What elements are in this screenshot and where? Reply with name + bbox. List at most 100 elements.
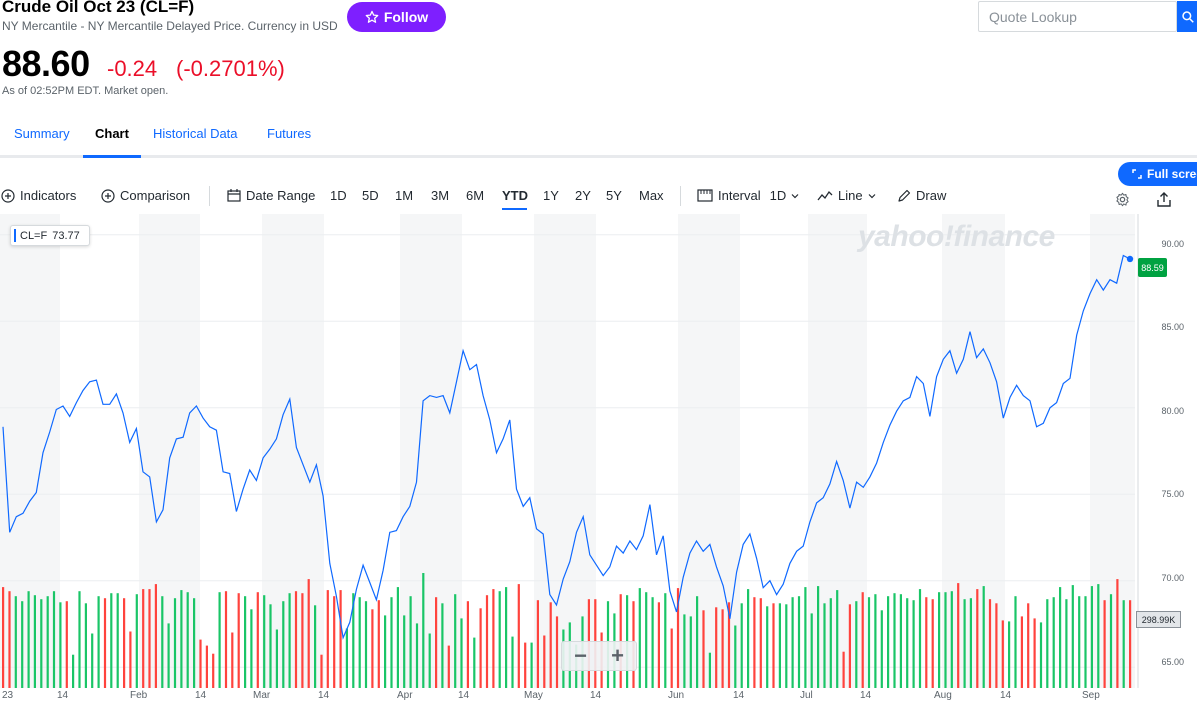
interval-button[interactable]: Interval 1D [697,188,799,203]
volume-bar [154,584,157,688]
month-band [534,214,596,688]
draw-button[interactable]: Draw [897,188,946,203]
volume-bar [78,591,81,688]
volume-bar [1084,596,1087,688]
volume-bar [65,601,68,688]
volume-bar [1059,587,1062,688]
volume-bar [224,591,228,688]
volume-bar [969,598,972,688]
comparison-button[interactable]: Comparison [101,188,190,203]
quote-lookup-input[interactable] [978,1,1177,32]
volume-bar [1116,579,1119,688]
tab-summary[interactable]: Summary [14,126,70,141]
x-tick-label: Apr [397,690,413,701]
tab-active-indicator [83,155,141,158]
volume-bar [708,652,711,688]
volume-bar [46,596,49,688]
follow-button[interactable]: Follow [347,2,446,32]
volume-bar [320,654,323,688]
tab-chart[interactable]: Chart [95,126,129,141]
volume-bar [301,593,304,688]
search-button[interactable] [1177,1,1197,32]
volume-bar [829,598,832,688]
series-label[interactable]: CL=F 73.77 [10,225,90,246]
range-ytd[interactable]: YTD [502,188,528,203]
volume-bar [294,591,298,688]
volume-bar [753,597,756,688]
series-color-bar [14,229,16,242]
volume-bar [734,625,737,688]
chart-type-button[interactable]: Line [817,188,876,203]
volume-bar [715,607,718,688]
volume-bar [696,596,699,688]
volume-bar [988,599,992,688]
volume-bar [288,593,291,688]
range-1d[interactable]: 1D [330,188,347,203]
volume-bar [142,589,145,688]
x-tick-label: May [524,690,543,701]
volume-bar [982,586,985,688]
volume-bar [855,601,858,688]
chevron-down-icon [868,193,876,198]
volume-bar [8,591,11,688]
range-1m[interactable]: 1M [395,188,414,203]
volume-bar [269,604,272,688]
zoom-in-button[interactable]: + [611,643,624,668]
volume-bar [33,595,36,688]
volume-bar [1129,600,1132,688]
volume-bar [97,596,100,688]
volume-bar [498,591,501,688]
volume-bar [861,592,864,688]
volume-bar [944,592,947,688]
volume-bar [263,595,266,688]
zoom-control: − + [561,641,637,671]
x-tick-label: 14 [57,690,69,701]
volume-bar [1103,600,1106,688]
x-tick-label: 14 [590,690,602,701]
tab-historical-data[interactable]: Historical Data [153,126,238,141]
volume-bar [371,609,374,688]
share-icon [1157,192,1171,207]
volume-bar [256,592,259,688]
indicators-label: Indicators [20,188,77,203]
plus-circle-icon [1,188,15,203]
price-change-percent: (-0.2701%) [176,56,285,81]
range-5y[interactable]: 5Y [606,188,622,203]
range-6m[interactable]: 6M [466,188,485,203]
range-max[interactable]: Max [639,188,664,203]
volume-bar [823,603,826,688]
volume-bar [428,633,431,688]
volume-bar [1065,599,1068,688]
tab-futures[interactable]: Futures [267,126,312,141]
volume-bar [511,636,514,688]
volume-bar [237,593,240,688]
volume-bar [345,628,348,688]
draw-label: Draw [916,188,947,203]
volume-bar [906,598,909,688]
zoom-out-button[interactable]: − [574,643,587,668]
range-1y[interactable]: 1Y [543,188,559,203]
range-2y[interactable]: 2Y [575,188,591,203]
indicators-button[interactable]: Indicators [1,188,76,203]
volume-bar [135,594,138,688]
expand-icon [1132,169,1142,179]
volume-bar [422,573,425,688]
volume-bar [1078,596,1081,688]
date-range-button[interactable]: Date Range [227,188,315,203]
volume-bar [836,590,839,688]
range-3m[interactable]: 3M [431,188,450,203]
volume-bar [352,593,355,688]
comparison-label: Comparison [120,188,191,203]
volume-bar [1020,616,1023,688]
range-5d[interactable]: 5D [362,188,379,203]
share-button[interactable] [1157,192,1171,212]
full-screen-button[interactable]: Full screen [1118,162,1197,186]
x-tick-label: Jun [668,690,685,701]
price-chart[interactable] [0,214,1197,703]
volume-bar [1122,600,1125,688]
series-value: 73.77 [52,229,80,242]
settings-button[interactable] [1115,192,1130,212]
volume-bar [364,601,368,688]
volume-bar [549,602,552,688]
volume-bar [173,598,177,688]
